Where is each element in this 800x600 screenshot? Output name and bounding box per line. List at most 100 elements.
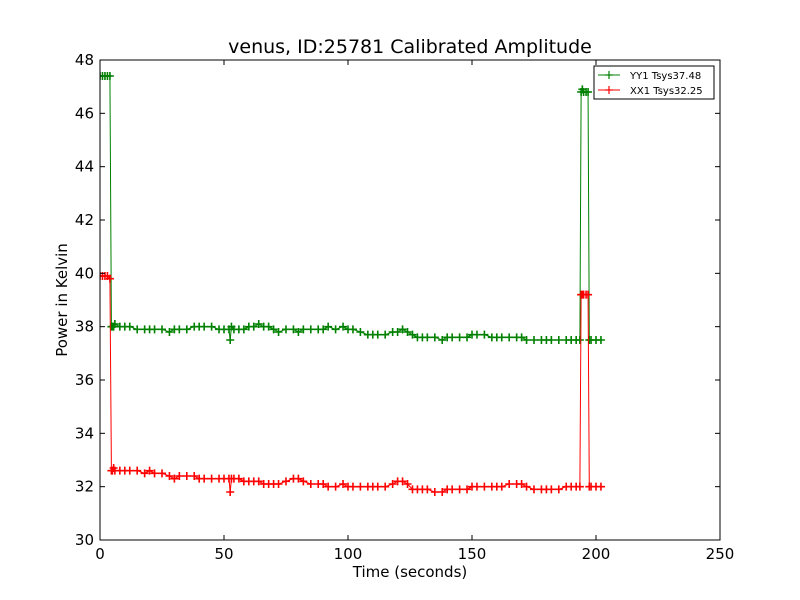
legend: YY1 Tsys37.48 XX1 Tsys32.25: [593, 65, 715, 100]
data-point-marker: [254, 477, 263, 486]
y-tick-label: 30: [75, 531, 94, 549]
data-point-marker: [306, 325, 315, 334]
series-line: [100, 275, 601, 493]
legend-marker: [605, 71, 613, 79]
data-point-marker: [517, 480, 526, 488]
y-tick-label: 34: [75, 424, 94, 442]
data-point-marker: [274, 480, 283, 488]
legend-box: [593, 65, 715, 100]
data-point-marker: [182, 472, 191, 480]
data-point-marker: [140, 469, 149, 478]
data-point-marker: [438, 336, 447, 344]
data-point-marker: [294, 328, 303, 336]
x-tick-label: 100: [334, 545, 363, 563]
data-point-marker: [125, 466, 134, 475]
series-line: [100, 75, 601, 341]
data-point-marker: [430, 488, 439, 496]
y-axis-label: Power in Kelvin: [53, 243, 71, 357]
data-point-marker: [125, 322, 134, 331]
data-point-marker: [575, 482, 584, 491]
data-point-marker: [282, 325, 290, 334]
axis-ticks: 0 50 100 150 200 250 30 32 34 36 38 40 42 44 46 48: [75, 51, 734, 563]
data-point-marker: [274, 328, 283, 336]
data-point-marker: [175, 472, 184, 480]
data-point-marker: [165, 328, 174, 336]
data-point-marker: [530, 485, 538, 494]
data-point-marker: [575, 336, 584, 344]
data-point-marker: [522, 336, 531, 344]
data-point-marker: [165, 472, 174, 480]
y-tick-label: 36: [75, 371, 94, 389]
data-point-marker: [547, 336, 556, 344]
series-xx1: [100, 272, 605, 496]
data-point-marker: [145, 466, 154, 475]
data-point-marker: [226, 336, 235, 344]
data-point-marker: [480, 482, 489, 491]
legend-entry-label: YY1 Tsys37.48: [629, 71, 701, 82]
y-tick-label: 32: [75, 478, 94, 496]
data-point-marker: [207, 474, 216, 483]
data-point-marker: [356, 328, 365, 336]
data-point-marker: [554, 485, 563, 494]
data-point-marker: [430, 333, 439, 342]
data-point-marker: [596, 336, 605, 344]
data-point-marker: [319, 480, 328, 488]
data-point-marker: [388, 480, 397, 488]
data-point-marker: [438, 488, 447, 496]
data-point-marker: [299, 477, 308, 486]
data-point-marker: [133, 466, 142, 475]
data-point-marker: [398, 477, 407, 486]
data-point-marker: [381, 482, 390, 491]
data-point-marker: [200, 474, 209, 483]
data-point-marker: [249, 322, 258, 331]
data-point-marker: [190, 472, 199, 480]
data-point-marker: [150, 325, 159, 334]
data-point-marker: [356, 482, 365, 491]
data-point-marker: [254, 320, 263, 328]
data-point-marker: [497, 482, 506, 491]
data-point-marker: [448, 485, 457, 494]
data-point-marker: [472, 330, 481, 339]
x-tick-label: 150: [458, 545, 487, 563]
data-point-marker: [381, 330, 390, 339]
data-point-marker: [547, 485, 556, 494]
data-point-marker: [423, 485, 432, 494]
data-point-marker: [339, 480, 348, 488]
data-point-marker: [105, 72, 114, 80]
data-point-marker: [455, 333, 464, 342]
x-tick-label: 50: [214, 545, 233, 563]
data-point-marker: [530, 336, 538, 344]
data-point-marker: [150, 469, 159, 478]
x-tick-label: 200: [582, 545, 611, 563]
y-tick-label: 38: [75, 318, 94, 336]
data-point-marker: [480, 330, 489, 339]
data-point-marker: [554, 336, 563, 344]
y-tick-label: 44: [75, 158, 94, 176]
data-point-marker: [517, 333, 526, 342]
data-point-marker: [264, 322, 273, 331]
data-point-marker: [294, 474, 303, 483]
data-point-marker: [299, 325, 308, 334]
data-point-marker: [423, 333, 432, 342]
data-point-marker: [170, 474, 179, 483]
data-point-marker: [158, 325, 166, 334]
data-point-marker: [455, 485, 464, 494]
data-point-marker: [207, 322, 216, 331]
y-tick-label: 42: [75, 211, 94, 229]
legend-entry-label: XX1 Tsys32.25: [630, 86, 703, 97]
data-point-marker: [403, 480, 412, 488]
data-point-marker: [584, 290, 593, 299]
data-point-marker: [226, 488, 235, 496]
data-point-marker: [348, 482, 357, 491]
data-point-marker: [282, 477, 290, 486]
data-point-marker: [324, 322, 333, 331]
plot-area-frame: [99, 59, 721, 541]
data-point-marker: [505, 480, 514, 488]
x-tick-label: 250: [706, 545, 735, 563]
x-tick-label: 0: [95, 545, 105, 563]
data-point-marker: [463, 485, 472, 494]
y-tick-label: 48: [75, 51, 94, 69]
data-point-marker: [105, 274, 114, 283]
data-point-marker: [403, 328, 412, 336]
